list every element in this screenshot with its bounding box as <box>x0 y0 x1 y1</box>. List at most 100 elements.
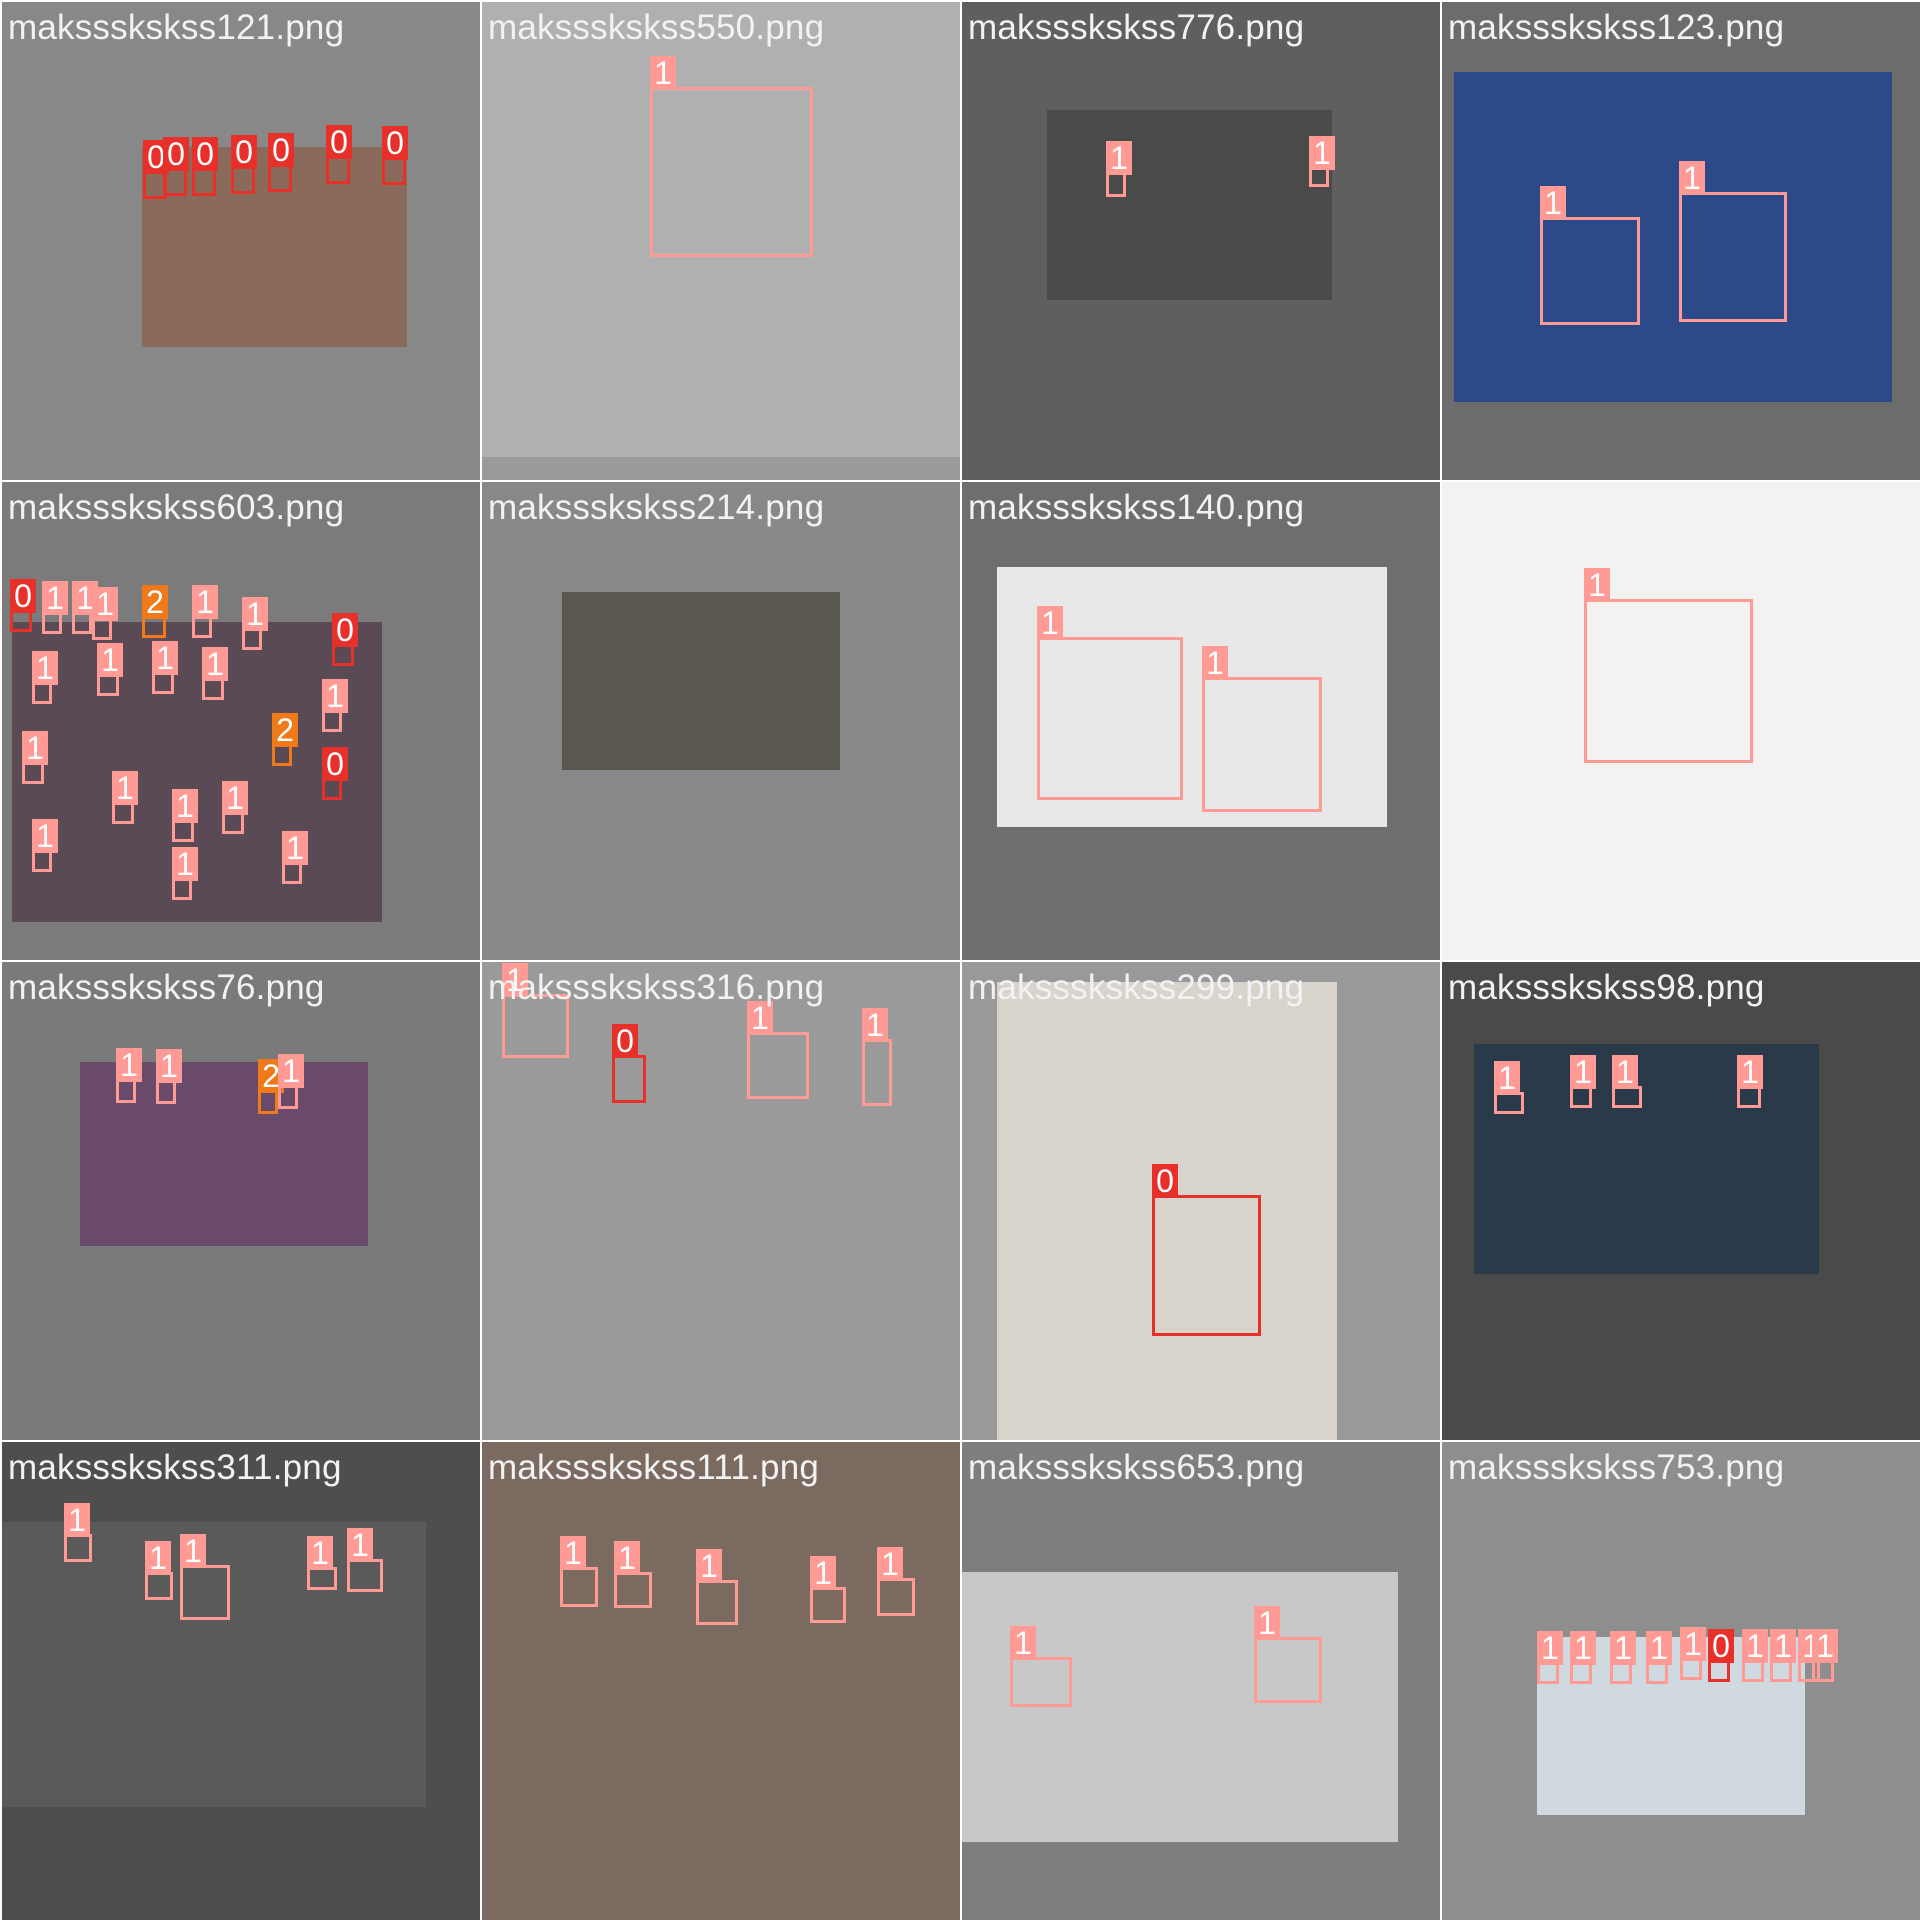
detection-box: 1 <box>1742 1629 1768 1682</box>
detection-box: 0 <box>612 1024 646 1103</box>
filename-label: makssskskss316.png <box>488 968 825 1007</box>
class-label: 1 <box>172 847 198 881</box>
detection-box: 1 <box>32 819 58 872</box>
class-label: 1 <box>1570 1055 1596 1089</box>
detection-box: 1 <box>1540 186 1640 325</box>
detection-box: 1 <box>502 963 569 1058</box>
filename-label: makssskskss121.png <box>8 8 345 47</box>
detection-box: 1 <box>222 781 248 834</box>
image-tile: 1 1 1 1 makssskskss98.png <box>1442 962 1920 1440</box>
detection-box: 1 <box>1037 606 1183 800</box>
class-label: 1 <box>32 819 58 853</box>
class-label: 1 <box>1742 1629 1768 1663</box>
class-label: 0 <box>612 1024 638 1058</box>
class-label: 1 <box>1612 1055 1638 1089</box>
class-label: 1 <box>307 1536 333 1570</box>
filename-label: makssskskss653.png <box>968 1448 1305 1487</box>
filename-label: makssskskss98.png <box>1448 968 1765 1007</box>
detection-box: 0 <box>231 135 257 194</box>
image-tile: 1 1 1 1 1 makssskskss311.png <box>2 1442 480 1920</box>
image-tile: 0 1 1 1 2 1 1 0 1 1 1 1 2 1 0 1 1 1 1 1 1 1 makssskskss603.png <box>2 482 480 960</box>
detection-box: 1 <box>1737 1055 1763 1108</box>
class-label: 1 <box>747 1001 773 1035</box>
photo <box>482 2 960 457</box>
detection-box: 0 <box>1152 1164 1261 1336</box>
class-label: 1 <box>322 679 348 713</box>
photo <box>997 982 1337 1440</box>
class-label: 0 <box>332 613 358 647</box>
class-label: 1 <box>22 731 48 765</box>
filename-label: makssskskss550.png <box>488 8 825 47</box>
class-label: 1 <box>1610 1631 1636 1665</box>
detection-box: 1 <box>1106 141 1132 197</box>
detection-box: 0 <box>382 126 408 185</box>
class-label: 1 <box>1680 1627 1706 1661</box>
filename-label: makssskskss311.png <box>8 1448 342 1487</box>
image-tile: 1 makssskskss550.png <box>482 2 960 480</box>
class-label: 1 <box>1037 606 1063 640</box>
image-tile: 1 1 makssskskss653.png <box>962 1442 1440 1920</box>
filename-label: makssskskss111.png <box>488 1448 820 1487</box>
class-label: 0 <box>382 126 408 160</box>
detection-box: 1 <box>1202 646 1322 812</box>
class-label: 1 <box>32 651 58 685</box>
detection-box: 1 <box>1646 1631 1672 1684</box>
detection-box: 1 <box>64 1503 92 1562</box>
class-label: 1 <box>180 1534 206 1568</box>
class-label: 2 <box>272 713 298 747</box>
class-label: 1 <box>156 1049 182 1083</box>
class-label: 1 <box>696 1549 722 1583</box>
image-tile: 1 0 1 1 makssskskss316.png <box>482 962 960 1440</box>
detection-box: 1 <box>1309 136 1335 187</box>
class-label: 0 <box>326 125 352 159</box>
photo <box>80 1062 368 1246</box>
detection-box: 1 <box>152 641 178 694</box>
filename-label: makssskskss776.png <box>968 8 1305 47</box>
class-label: 1 <box>42 581 68 615</box>
detection-box: 1 <box>202 647 228 700</box>
image-tile: 0 0 0 0 0 0 0 makssskskss121.png <box>2 2 480 480</box>
class-label: 1 <box>1570 1631 1596 1665</box>
class-label: 1 <box>1010 1626 1036 1660</box>
detection-box: 0 <box>326 125 352 184</box>
detection-box: 1 <box>614 1541 652 1608</box>
detection-box: 1 <box>192 585 218 638</box>
class-label: 1 <box>1494 1061 1520 1095</box>
detection-box: 1 <box>877 1547 915 1616</box>
class-label: 1 <box>1309 136 1335 170</box>
detection-box: 1 <box>1679 161 1787 322</box>
class-label: 1 <box>112 771 138 805</box>
class-label: 0 <box>322 747 348 781</box>
class-label: 1 <box>92 587 118 621</box>
image-tile: 1 1 makssskskss123.png <box>1442 2 1920 480</box>
detection-box: 1 <box>72 581 98 634</box>
class-label: 0 <box>268 133 294 167</box>
detection-box: 2 <box>142 585 168 638</box>
filename-label: makssskskss603.png <box>8 488 345 527</box>
detection-box: 1 <box>1612 1055 1642 1108</box>
detection-box: 1 <box>282 831 308 884</box>
class-label: 1 <box>1646 1631 1672 1665</box>
class-label: 1 <box>1679 161 1705 195</box>
detection-box: 1 <box>145 1541 173 1600</box>
detection-box: 0 <box>192 137 218 196</box>
detection-box: 1 <box>650 56 813 257</box>
detection-box: 1 <box>1570 1631 1596 1684</box>
class-label: 1 <box>172 789 198 823</box>
detection-box: 1 <box>747 1001 809 1099</box>
detection-box: 1 <box>1680 1627 1706 1680</box>
detection-box: 2 <box>258 1059 284 1114</box>
detection-box: 1 <box>1812 1629 1838 1682</box>
class-label: 1 <box>347 1528 373 1562</box>
detection-box: 1 <box>307 1536 337 1590</box>
class-label: 1 <box>145 1541 171 1575</box>
detection-box: 1 <box>1494 1061 1524 1114</box>
class-label: 1 <box>278 1054 304 1088</box>
filename-label: makssskskss299.png <box>968 968 1305 1007</box>
filename-label: makssskskss76.png <box>8 968 325 1007</box>
detection-box: 1 <box>172 789 198 842</box>
photo <box>482 1442 960 1920</box>
detection-box: 1 <box>172 847 198 900</box>
detection-box: 0 <box>163 137 189 196</box>
class-label: 1 <box>152 641 178 675</box>
